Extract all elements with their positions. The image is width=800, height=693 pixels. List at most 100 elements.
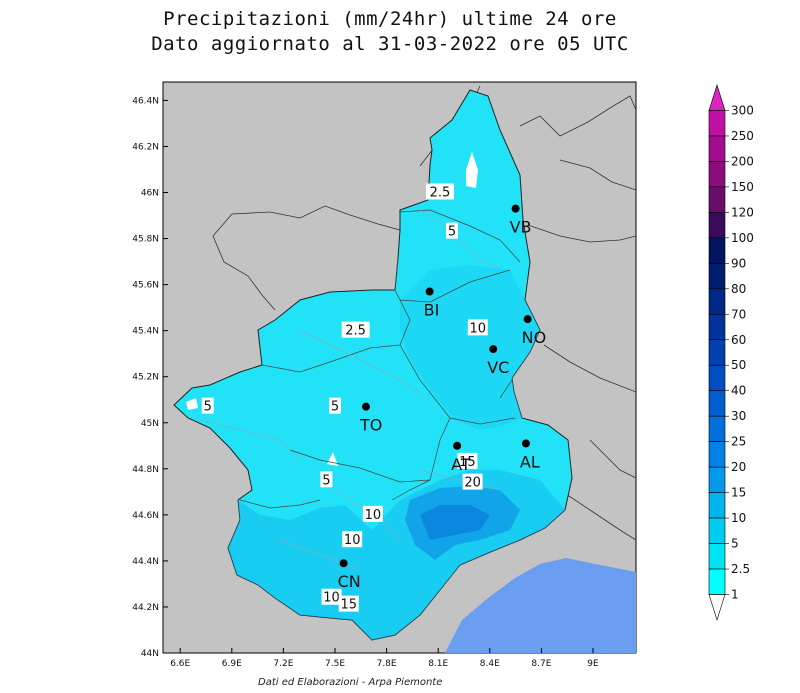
contour-label: 10 bbox=[344, 533, 361, 548]
legend-label: 25 bbox=[731, 435, 746, 449]
border-lines bbox=[212, 85, 637, 541]
lat-tick-label: 45.2N bbox=[132, 373, 159, 383]
legend-swatch bbox=[708, 568, 726, 595]
color-legend: 3002502001501201009080706050403025201510… bbox=[708, 83, 754, 622]
lat-tick-label: 44N bbox=[141, 649, 159, 659]
contour-label-box bbox=[425, 183, 454, 200]
city-dot bbox=[361, 402, 370, 411]
lat-tick-label: 44.8N bbox=[132, 465, 159, 475]
legend-label: 10 bbox=[731, 511, 746, 525]
longitude-axis: 6.6E 6.9E 7.2E 7.5E 7.8E 8.1E 8.4E 8.7E 9E bbox=[170, 648, 599, 669]
legend-label: 70 bbox=[731, 307, 746, 321]
contour-label: 5 bbox=[204, 400, 212, 415]
legend-label: 90 bbox=[731, 256, 746, 270]
lon-tick-label: 9E bbox=[587, 659, 599, 669]
city-label: VC bbox=[487, 358, 509, 377]
lat-tick-label: 46N bbox=[141, 189, 159, 199]
lon-tick-label: 8.1E bbox=[428, 659, 448, 669]
legend-label: 30 bbox=[731, 409, 746, 423]
lon-tick-label: 7.8E bbox=[377, 659, 397, 669]
legend-swatch bbox=[708, 339, 726, 366]
contour-label: 5 bbox=[331, 400, 339, 415]
legend-label: 60 bbox=[731, 333, 746, 347]
lon-tick-label: 7.5E bbox=[325, 659, 345, 669]
contour-label: 15 bbox=[459, 455, 476, 470]
contour-label-box bbox=[462, 473, 483, 490]
contour-label-box bbox=[338, 595, 359, 612]
lat-tick-label: 44.6N bbox=[132, 511, 159, 521]
lat-tick-label: 45.4N bbox=[132, 327, 159, 337]
lon-tick-label: 6.6E bbox=[170, 659, 190, 669]
legend-label: 1 bbox=[731, 588, 739, 602]
legend-swatch bbox=[708, 543, 726, 570]
contour-label: 10 bbox=[469, 321, 486, 336]
legend-label: 80 bbox=[731, 282, 746, 296]
legend-swatch bbox=[708, 415, 726, 442]
legend-swatch bbox=[708, 492, 726, 519]
contour-label-box bbox=[467, 319, 488, 336]
contour-label-box bbox=[320, 471, 333, 488]
city-dot bbox=[489, 345, 498, 354]
lat-tick-label: 46.2N bbox=[132, 142, 159, 152]
contour-label-box bbox=[329, 397, 341, 414]
lon-tick-label: 6.9E bbox=[222, 659, 242, 669]
legend-label: 5 bbox=[731, 537, 739, 551]
legend-swatch bbox=[708, 186, 726, 213]
lat-tick-label: 45N bbox=[141, 419, 159, 429]
map-title-line1: Precipitazioni (mm/24hr) ultime 24 ore bbox=[163, 8, 617, 30]
contour-label: 5 bbox=[448, 225, 456, 240]
legend-label: 20 bbox=[731, 460, 746, 474]
lat-tick-label: 46.4N bbox=[132, 96, 159, 106]
legend-top-triangle bbox=[708, 83, 726, 111]
lat-tick-label: 45.6N bbox=[132, 281, 159, 291]
legend-label: 300 bbox=[731, 103, 754, 117]
precip-25-area bbox=[420, 505, 490, 540]
contour-label-box bbox=[341, 321, 370, 338]
province-boundaries bbox=[239, 209, 521, 509]
dry-spot-south bbox=[327, 452, 338, 466]
city-markers: VB BI NO VC TO AT AL CN bbox=[338, 204, 547, 591]
lat-tick-label: 44.2N bbox=[132, 603, 159, 613]
legend-swatch bbox=[708, 288, 726, 315]
legend-swatch bbox=[708, 212, 726, 239]
lat-tick-label: 45.8N bbox=[132, 235, 159, 245]
contour-label: 5 bbox=[322, 473, 330, 488]
legend-label: 2.5 bbox=[731, 562, 750, 576]
sea-area bbox=[445, 558, 636, 653]
legend-label: 40 bbox=[731, 384, 746, 398]
legend-label: 120 bbox=[731, 205, 754, 219]
lon-tick-label: 7.2E bbox=[273, 659, 293, 669]
lat-tick-label: 44.4N bbox=[132, 557, 159, 567]
city-label: CN bbox=[338, 572, 361, 591]
legend-label: 250 bbox=[731, 129, 754, 143]
contour-label: 15 bbox=[340, 598, 357, 613]
data-credit: Dati ed Elaborazioni - Arpa Piemonte bbox=[258, 677, 443, 688]
city-label: NO bbox=[522, 328, 547, 347]
legend-swatch bbox=[708, 263, 726, 290]
contour-label-box bbox=[201, 397, 214, 414]
lon-tick-label: 8.4E bbox=[480, 659, 500, 669]
legend-swatch bbox=[708, 517, 726, 544]
city-dot bbox=[521, 439, 530, 448]
precip-10-area bbox=[400, 265, 540, 430]
city-dot bbox=[511, 204, 520, 213]
legend-swatch bbox=[708, 390, 726, 417]
map-title-line2: Dato aggiornato al 31-03-2022 ore 05 UTC bbox=[151, 33, 629, 55]
legend-swatch bbox=[708, 313, 726, 341]
city-label: VB bbox=[510, 218, 532, 237]
contour-label: 10 bbox=[323, 591, 340, 606]
contour-label: 10 bbox=[365, 508, 382, 523]
city-label: AT bbox=[451, 455, 471, 474]
dry-spot-north bbox=[466, 152, 478, 188]
legend-label: 100 bbox=[731, 231, 754, 245]
contour-label-box bbox=[362, 505, 383, 522]
city-label: AL bbox=[520, 452, 540, 471]
contour-label-box bbox=[342, 531, 363, 548]
city-label: BI bbox=[424, 301, 440, 320]
legend-label: 150 bbox=[731, 180, 754, 194]
legend-swatch bbox=[708, 135, 726, 162]
city-label: TO bbox=[359, 416, 382, 435]
legend-bottom-triangle bbox=[708, 594, 726, 622]
